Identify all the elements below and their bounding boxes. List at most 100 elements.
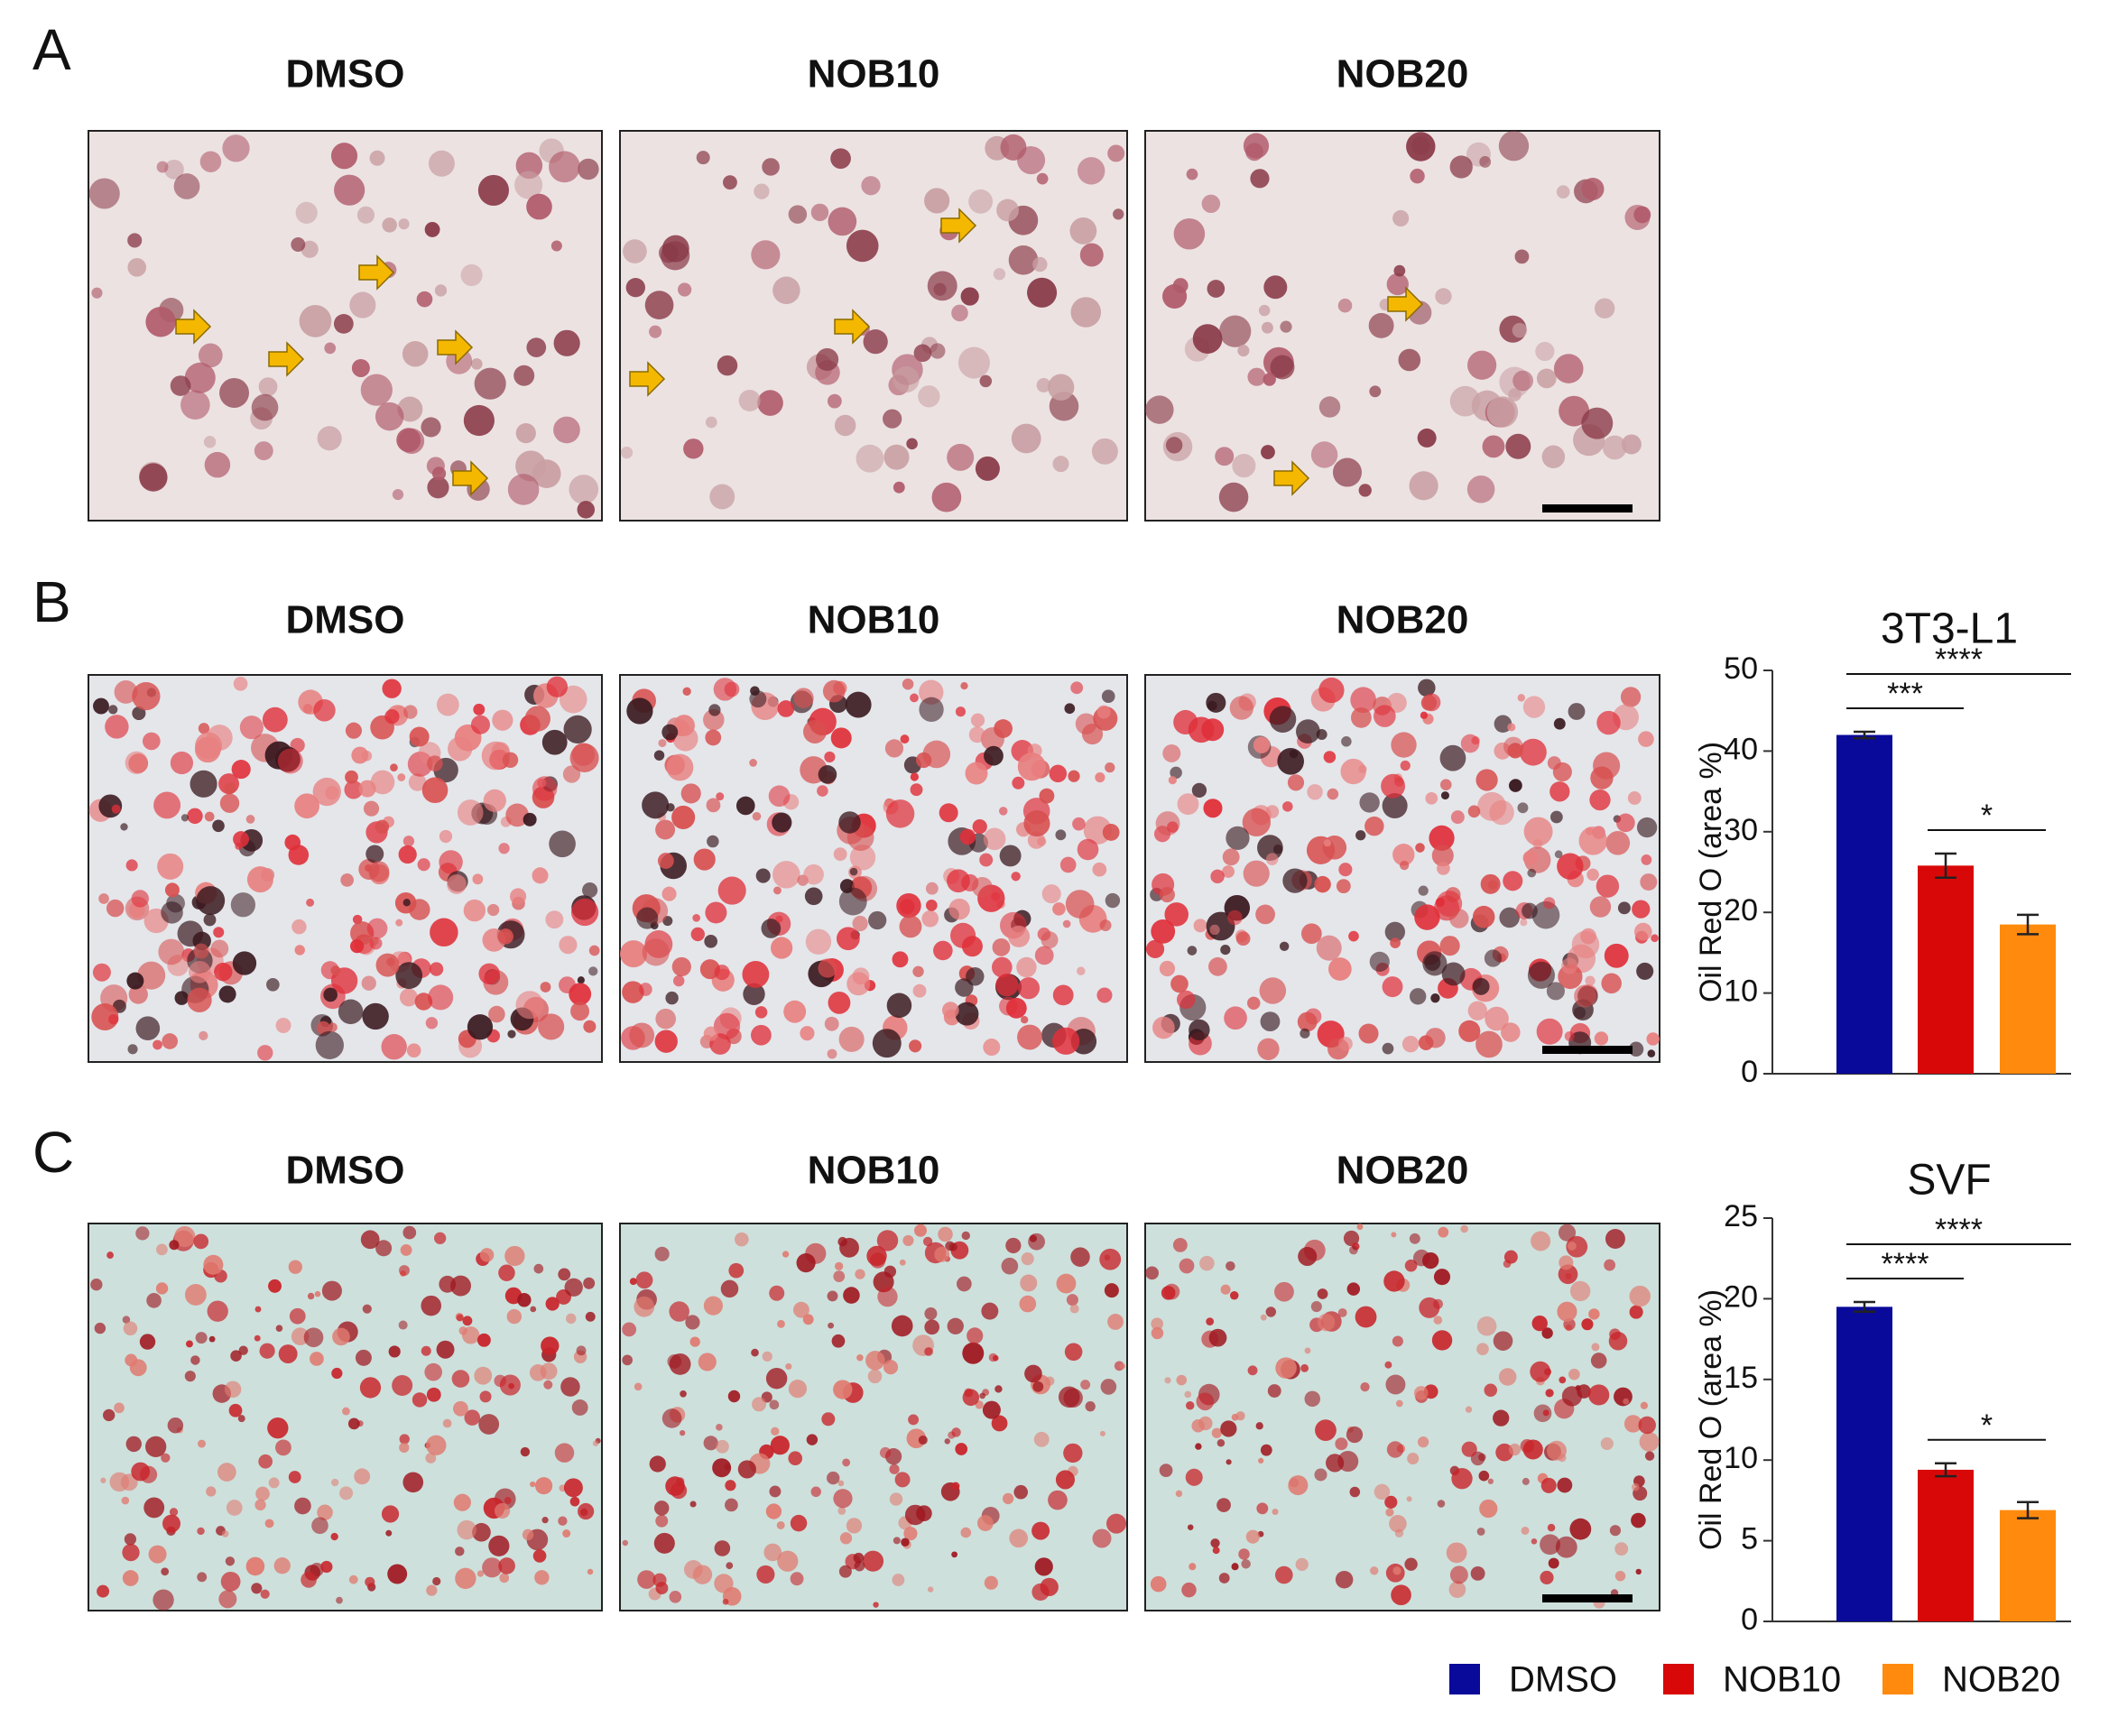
cell	[398, 845, 417, 864]
cell	[1175, 1490, 1183, 1498]
cell	[1614, 1542, 1629, 1556]
cell	[620, 940, 648, 968]
cell	[190, 1355, 200, 1365]
cell	[1498, 1368, 1517, 1386]
cell	[1412, 1249, 1430, 1267]
cell	[184, 1284, 207, 1306]
cell	[1438, 1226, 1449, 1238]
cell	[629, 1022, 655, 1048]
cell	[947, 443, 975, 471]
cell	[976, 1515, 994, 1531]
cell	[901, 1537, 910, 1547]
cell	[933, 282, 947, 296]
cell	[92, 963, 111, 982]
cell	[421, 1345, 431, 1356]
cell	[540, 1362, 558, 1380]
cell	[1476, 1527, 1485, 1536]
cell	[654, 1501, 670, 1516]
cell	[532, 459, 561, 488]
cell	[1574, 984, 1597, 1008]
cell	[408, 773, 427, 791]
cell	[301, 1572, 317, 1588]
cell	[1335, 1437, 1348, 1451]
cell	[749, 690, 767, 708]
cell	[909, 1039, 922, 1053]
cell	[1263, 373, 1276, 386]
cell	[1039, 788, 1055, 804]
cell	[1219, 315, 1252, 347]
cell	[334, 174, 365, 206]
cell	[833, 1270, 846, 1283]
cell	[712, 1458, 732, 1478]
cell	[526, 337, 547, 357]
cell	[207, 1300, 228, 1322]
cell	[1260, 1011, 1281, 1032]
cell	[288, 1260, 302, 1274]
cell	[1145, 395, 1174, 424]
cell	[893, 481, 905, 494]
cell	[588, 966, 598, 976]
cell	[959, 828, 976, 845]
cell	[1400, 760, 1411, 771]
cell	[777, 1550, 799, 1572]
cell	[559, 936, 578, 955]
cell	[1521, 1526, 1530, 1535]
cell	[139, 463, 168, 492]
cell	[984, 745, 1004, 766]
cell	[553, 329, 580, 356]
cell	[722, 1598, 729, 1605]
cell	[382, 679, 402, 698]
cell	[254, 441, 273, 461]
cell	[768, 785, 791, 808]
cell	[1495, 1443, 1513, 1462]
cell	[258, 377, 278, 397]
cell	[1318, 677, 1345, 704]
cell	[497, 928, 513, 945]
cell	[306, 898, 315, 907]
cell	[564, 1278, 583, 1297]
cell	[816, 347, 839, 372]
cell	[1048, 374, 1075, 401]
cell	[902, 1234, 914, 1246]
cell	[362, 1304, 372, 1314]
cell	[340, 873, 354, 887]
cell	[1413, 1386, 1429, 1400]
cell	[1498, 131, 1530, 162]
cell	[1001, 1257, 1019, 1275]
cell	[947, 1317, 964, 1334]
cell	[788, 1380, 808, 1399]
cell	[991, 956, 1013, 978]
cell	[224, 1380, 242, 1399]
cell	[818, 958, 837, 978]
cell	[1241, 1559, 1251, 1569]
cell	[93, 697, 109, 715]
cell	[266, 977, 280, 992]
cell	[195, 1332, 208, 1344]
cell	[1531, 900, 1560, 929]
cell	[1168, 776, 1177, 785]
cell	[424, 221, 440, 237]
cell	[1229, 696, 1254, 720]
cell	[463, 899, 486, 922]
cell	[1591, 1343, 1600, 1352]
cell	[198, 343, 223, 368]
cell	[649, 1455, 666, 1473]
cell	[713, 1012, 741, 1040]
cell	[1508, 1443, 1522, 1456]
cell	[1187, 946, 1198, 956]
cell	[507, 474, 540, 505]
cell	[1151, 1326, 1164, 1340]
cell	[834, 1261, 844, 1271]
cell	[426, 1584, 438, 1596]
cell	[1255, 904, 1275, 925]
cell	[162, 1033, 179, 1049]
cell	[1017, 753, 1046, 781]
cell	[1177, 793, 1199, 816]
cell	[1255, 1422, 1263, 1430]
cell	[1172, 278, 1189, 294]
cell	[1260, 1444, 1272, 1456]
cell	[199, 151, 222, 172]
cell	[1484, 1383, 1498, 1398]
cell	[1256, 1502, 1269, 1515]
cell	[1493, 1331, 1513, 1351]
